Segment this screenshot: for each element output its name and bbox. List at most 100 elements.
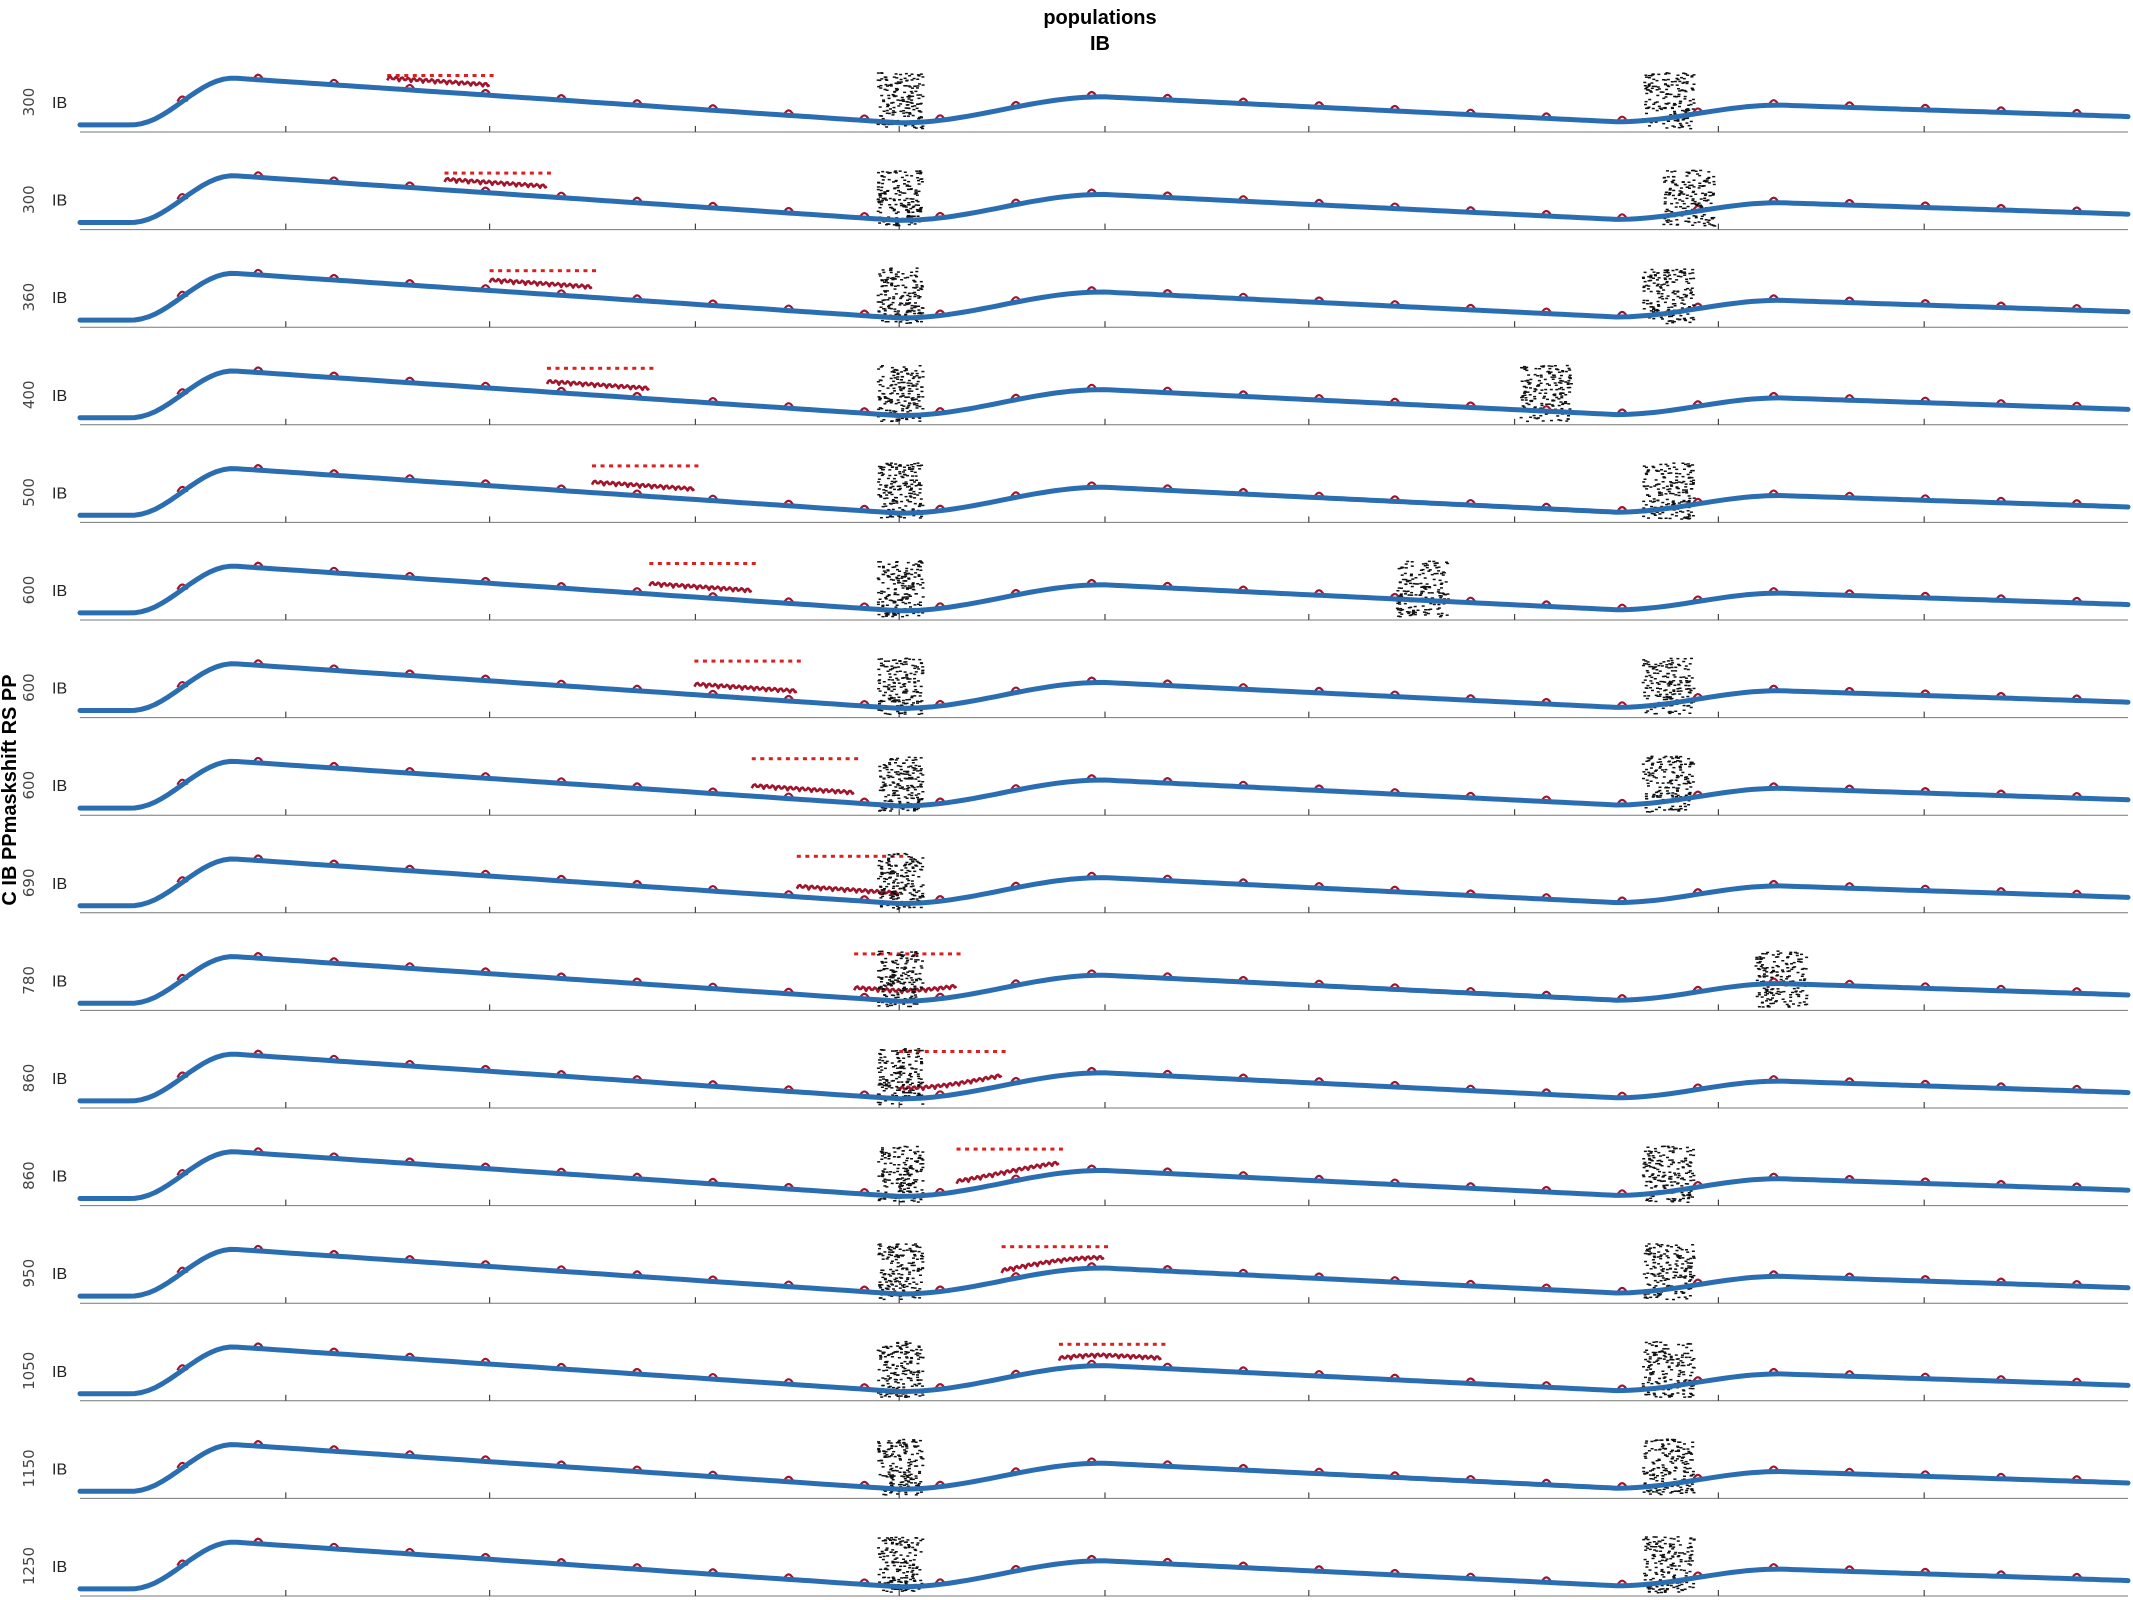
spike <box>910 995 914 998</box>
spike <box>901 204 905 206</box>
stim-response <box>443 176 548 189</box>
stim-marker <box>538 171 543 175</box>
spike <box>906 104 910 106</box>
spike <box>879 776 883 778</box>
spike <box>1660 284 1664 286</box>
spike <box>1687 495 1691 497</box>
spike <box>913 1151 917 1153</box>
spike <box>1649 1181 1653 1183</box>
spike <box>916 1073 920 1075</box>
spike <box>877 566 881 568</box>
spike <box>1403 572 1407 575</box>
spike <box>1707 191 1711 193</box>
spike <box>900 176 904 179</box>
spike <box>897 418 901 420</box>
spike <box>1796 987 1800 989</box>
spike <box>910 1250 913 1253</box>
spike <box>889 983 893 986</box>
spike <box>879 701 883 703</box>
spike <box>879 293 883 296</box>
spike <box>892 209 896 212</box>
spike <box>883 1157 887 1159</box>
spike <box>910 222 913 224</box>
spike <box>1668 274 1672 276</box>
spike <box>887 883 891 885</box>
spike <box>1643 663 1646 665</box>
spike <box>908 302 912 304</box>
spike <box>1649 1200 1653 1202</box>
spike <box>913 293 917 296</box>
spike <box>909 322 912 324</box>
spike <box>883 1178 887 1180</box>
spike <box>915 808 919 811</box>
spike <box>912 1261 915 1264</box>
spike <box>914 961 918 963</box>
spike <box>912 205 916 208</box>
spike <box>907 309 911 312</box>
spike <box>1559 419 1563 422</box>
spike <box>1683 668 1687 670</box>
spike <box>1690 75 1694 77</box>
spike <box>1550 419 1553 422</box>
spike <box>1645 303 1649 305</box>
spike <box>878 598 882 600</box>
spike <box>894 759 898 761</box>
spike <box>1682 709 1686 711</box>
spike <box>892 1147 896 1149</box>
spike <box>903 517 906 519</box>
y-tick-label: 600 <box>20 771 38 800</box>
spike <box>904 575 908 577</box>
spike <box>1689 1279 1693 1281</box>
spike <box>903 1048 907 1050</box>
spike <box>911 125 915 127</box>
spike <box>1560 374 1563 377</box>
spike <box>1700 205 1704 208</box>
spike <box>903 291 907 294</box>
spike <box>1696 173 1700 175</box>
spike <box>1685 171 1689 173</box>
spike <box>921 504 925 507</box>
spike <box>1681 475 1685 478</box>
spike <box>910 92 914 94</box>
spike <box>911 1089 915 1091</box>
stim-marker <box>711 659 716 663</box>
stim-marker <box>487 171 492 175</box>
spike <box>1677 1174 1681 1177</box>
stim-marker <box>657 562 662 565</box>
spike <box>914 302 917 304</box>
spike <box>892 296 896 298</box>
spike <box>1647 1250 1651 1252</box>
spike <box>1689 120 1693 123</box>
spike <box>911 385 915 387</box>
spike <box>1649 310 1653 312</box>
spike <box>916 568 920 571</box>
spike <box>1674 670 1678 672</box>
stim-marker <box>709 562 714 565</box>
spike <box>1712 192 1715 195</box>
spike <box>892 579 895 581</box>
spike <box>906 214 910 217</box>
spike <box>876 186 880 188</box>
spike <box>888 1251 891 1253</box>
spike <box>1783 1001 1787 1003</box>
spike <box>881 1147 884 1149</box>
spike <box>908 698 911 701</box>
spike <box>912 1281 916 1283</box>
spike <box>1675 184 1679 187</box>
spike <box>1658 670 1662 672</box>
spike <box>1642 1166 1646 1169</box>
stim-marker <box>504 171 509 175</box>
spike <box>890 282 894 284</box>
spike <box>1651 1195 1655 1198</box>
spike <box>1659 91 1663 93</box>
spike <box>887 660 891 662</box>
panel-label: IB <box>52 388 67 405</box>
spike <box>1652 1156 1656 1159</box>
spike <box>914 90 918 93</box>
spike <box>883 660 887 662</box>
spike <box>1765 967 1769 969</box>
spike <box>1672 674 1676 676</box>
spike <box>904 692 908 694</box>
spike <box>888 673 892 675</box>
